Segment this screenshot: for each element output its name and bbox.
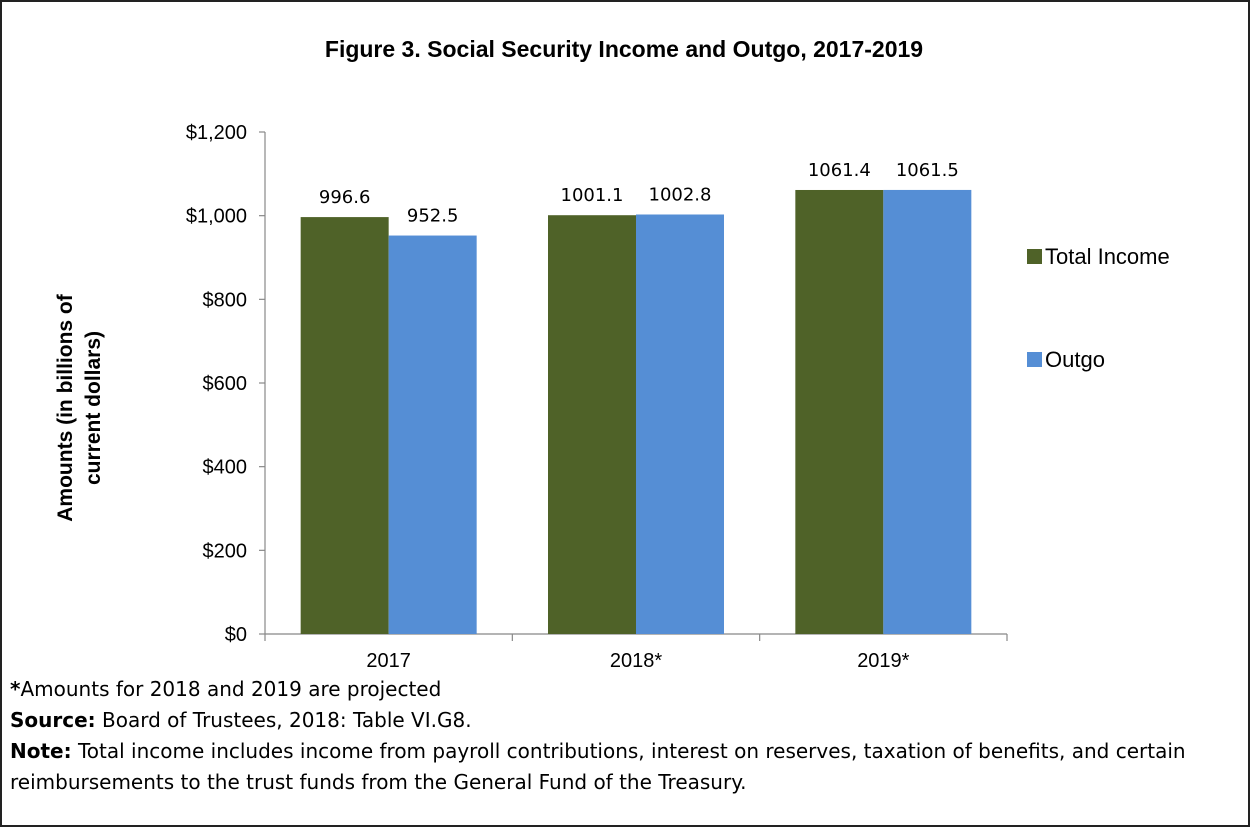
bar bbox=[548, 215, 636, 635]
projected-mark: * bbox=[10, 677, 21, 701]
data-label: 1061.4 bbox=[808, 160, 871, 181]
note-label: Note: bbox=[10, 739, 72, 763]
data-label: 952.5 bbox=[407, 206, 459, 227]
note-text: Total income includes income from payrol… bbox=[10, 739, 1186, 794]
projected-text: Amounts for 2018 and 2019 are projected bbox=[20, 677, 442, 701]
y-tick-label: $200 bbox=[203, 540, 248, 562]
x-tick-label: 2018* bbox=[610, 650, 662, 672]
x-tick-label: 2017 bbox=[366, 650, 411, 672]
source-text: Board of Trustees, 2018: Table VI.G8. bbox=[95, 708, 472, 732]
legend-swatch bbox=[1027, 249, 1042, 264]
x-tick-label: 2019* bbox=[857, 650, 909, 672]
y-tick-label: $800 bbox=[203, 289, 248, 311]
bar bbox=[300, 217, 389, 635]
y-tick-label: $0 bbox=[225, 624, 247, 646]
y-tick-label: $400 bbox=[203, 457, 248, 479]
chart-title: Figure 3. Social Security Income and Out… bbox=[325, 36, 923, 62]
bar bbox=[636, 214, 724, 634]
bar bbox=[388, 235, 477, 634]
bar bbox=[883, 189, 972, 635]
y-axis-label-line1: Amounts (in billions of bbox=[54, 293, 77, 521]
data-label: 996.6 bbox=[319, 187, 371, 208]
y-axis-label-line2: current dollars) bbox=[82, 331, 105, 485]
bar bbox=[795, 189, 884, 634]
data-label: 1061.5 bbox=[896, 160, 959, 181]
projected-note: *Amounts for 2018 and 2019 are projected bbox=[10, 674, 1240, 705]
note: Note: Total income includes income from … bbox=[10, 736, 1240, 798]
y-tick-label: $1,200 bbox=[186, 122, 247, 144]
source-label: Source: bbox=[10, 708, 96, 732]
legend-swatch bbox=[1027, 352, 1042, 367]
data-label: 1002.8 bbox=[649, 184, 712, 205]
legend-label: Outgo bbox=[1045, 347, 1105, 372]
y-tick-label: $600 bbox=[203, 373, 248, 395]
plot-area: $0 $200 $400 $600 $800 $1,000 $1,200 2017 996.6 9… bbox=[186, 122, 1008, 672]
y-tick-label: $1,000 bbox=[186, 206, 247, 228]
notes: *Amounts for 2018 and 2019 are projected… bbox=[10, 674, 1240, 798]
legend: Total Income Outgo bbox=[1027, 244, 1170, 372]
source-note: Source: Board of Trustees, 2018: Table V… bbox=[10, 705, 1240, 736]
data-label: 1001.1 bbox=[561, 185, 624, 206]
legend-label: Total Income bbox=[1045, 244, 1170, 269]
